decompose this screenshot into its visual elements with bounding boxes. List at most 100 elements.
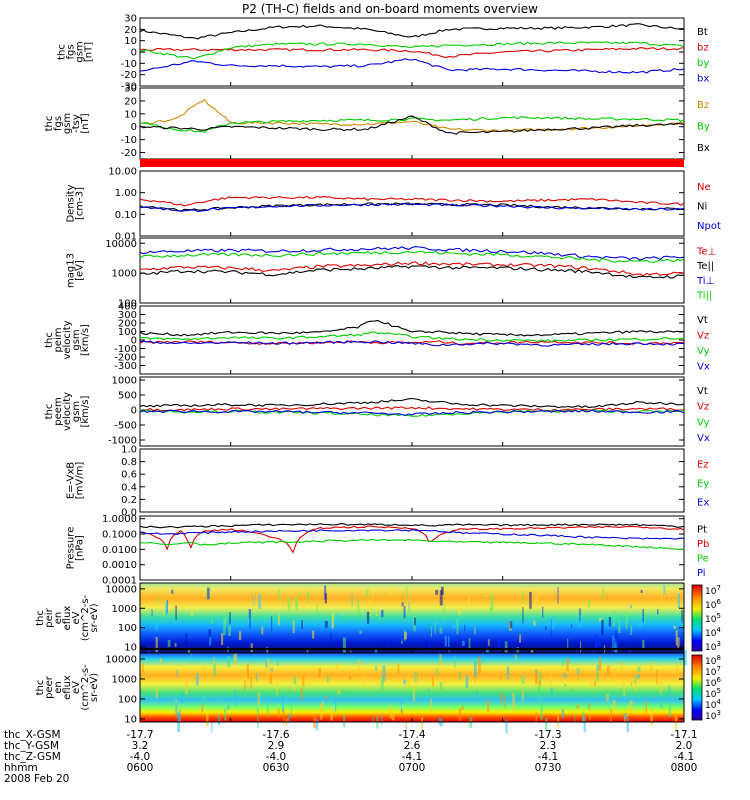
peer-spectrogram-texture	[244, 680, 246, 690]
peer-spectrogram-texture	[317, 673, 321, 678]
peir-spectrogram-texture	[228, 625, 231, 636]
peer-spectrogram-texture	[349, 675, 352, 680]
peer-spectrogram-ylabel: sr-eV)	[89, 673, 100, 702]
fgs-gsm-tsy-legend-1: By	[697, 122, 710, 133]
peir-spectrogram-texture	[430, 625, 432, 637]
temperature-ytick-label: 1000	[112, 269, 137, 280]
peir-spectrogram-texture	[498, 640, 501, 652]
fgs-gsm-tsy-series-2	[139, 115, 685, 135]
peir-spectrogram-texture	[681, 620, 683, 629]
peer-spectrogram-texture	[178, 710, 181, 722]
peir-spectrogram-texture	[474, 627, 476, 635]
peer-spectrogram-texture	[348, 690, 351, 699]
peir-spectrogram-texture	[677, 637, 680, 648]
fgs-gsm-ylabel: gsm	[75, 41, 86, 62]
fgs-gsm-ylabel: [nT]	[84, 42, 95, 62]
peir-spectrogram-texture	[357, 599, 360, 616]
peir-spectrogram-texture	[458, 604, 461, 615]
peir-spectrogram-texture	[253, 594, 255, 606]
peem-velocity-legend-2: Vy	[697, 417, 710, 428]
x-tick-0-3: -17.3	[534, 729, 561, 741]
peer-spectrogram-texture	[335, 663, 339, 669]
peer-spectrogram-texture	[589, 715, 592, 720]
peir-spectrogram-colorbar-label: 107	[705, 584, 721, 597]
peir-spectrogram-colorbar-label: 103	[705, 640, 721, 653]
peim-velocity-ylabel: gsm	[71, 329, 82, 350]
peir-spectrogram-ylabel: (cm^2-s-	[80, 594, 91, 641]
fgs-gsm-legend-1: bz	[697, 42, 709, 53]
peer-spectrogram-texture	[606, 693, 609, 702]
peer-spectrogram-texture	[563, 673, 567, 678]
peer-spectrogram-texture	[504, 695, 506, 709]
temperature-series-3	[139, 250, 685, 263]
peer-spectrogram-texture	[478, 656, 481, 674]
peer-spectrogram-texture	[576, 704, 580, 709]
peer-spectrogram-texture	[612, 699, 616, 715]
peir-spectrogram-texture	[675, 616, 677, 620]
peir-spectrogram-texture	[615, 630, 617, 647]
peir-spectrogram-texture	[487, 639, 490, 646]
pressure-series-3	[139, 529, 685, 540]
peer-spectrogram-texture	[596, 668, 599, 682]
peer-spectrogram-texture	[469, 717, 473, 729]
peer-spectrogram-texture	[545, 717, 548, 731]
peer-spectrogram-texture	[668, 704, 672, 717]
fgs-gsm-ytick-label: -10	[121, 59, 137, 70]
peir-spectrogram-texture	[287, 597, 291, 608]
peer-spectrogram-texture	[421, 717, 424, 731]
peem-velocity-ytick-label: 500	[118, 391, 137, 402]
fgs-gsm-tsy-ytick-label: 10	[124, 109, 137, 120]
peir-spectrogram-texture	[663, 585, 666, 595]
peir-spectrogram-texture	[175, 605, 177, 621]
peer-spectrogram-texture	[381, 676, 384, 690]
density-legend-2: Npot	[697, 221, 721, 232]
peir-spectrogram-texture	[576, 649, 578, 655]
panel-density: 0.01 0.10 1.00 10.00 Density[cm-3] Ne Ni Npot	[66, 167, 721, 243]
temperature-legend-2: Ti⊥	[696, 276, 714, 287]
peer-spectrogram-texture	[650, 665, 653, 670]
peer-spectrogram-texture	[276, 661, 279, 666]
fgs-gsm-ylabel: fgs	[66, 44, 77, 59]
x-tick-1-4: 2.0	[676, 740, 693, 752]
fgs-gsm-ytick-label: 0	[131, 48, 137, 59]
peer-spectrogram-texture	[635, 679, 637, 693]
peir-spectrogram-texture	[229, 627, 231, 631]
peer-spectrogram-ylabel: eflux	[62, 675, 73, 700]
peir-spectrogram-texture	[657, 609, 659, 615]
peir-spectrogram-texture	[261, 626, 264, 635]
peer-spectrogram-texture	[535, 669, 537, 676]
peer-spectrogram-texture	[177, 717, 180, 733]
x-tick-0-4: -17.1	[670, 729, 697, 741]
x-tick-2-2: -4.1	[402, 751, 423, 763]
peir-spectrogram-texture	[468, 596, 470, 607]
pressure-ytick-label: 0.0010	[102, 560, 137, 571]
efield-ytick-label: 0.8	[121, 457, 137, 468]
x-row-label-3: hhmm	[4, 762, 38, 774]
peer-spectrogram-texture	[598, 657, 602, 672]
peer-spectrogram-texture	[588, 703, 591, 712]
peer-spectrogram-texture	[326, 675, 329, 683]
peir-spectrogram-texture	[307, 591, 310, 604]
peir-spectrogram-texture	[165, 601, 168, 617]
peim-velocity-legend-1: Vz	[697, 330, 709, 341]
peer-spectrogram-texture	[290, 704, 293, 718]
pressure-ytick-label: 0.0100	[102, 545, 137, 556]
peer-spectrogram-texture	[659, 703, 663, 709]
peir-spectrogram-texture	[163, 610, 165, 617]
peir-spectrogram-texture	[167, 639, 171, 647]
peer-spectrogram-texture	[407, 672, 410, 687]
fgs-gsm-legend-0: Bt	[697, 27, 708, 38]
peem-velocity-legend-0: Vt	[697, 386, 708, 397]
peer-spectrogram-texture	[459, 672, 461, 680]
density-ytick-label: 0.01	[115, 232, 137, 243]
peer-spectrogram-texture	[596, 664, 600, 670]
peer-spectrogram-texture	[293, 676, 297, 685]
peer-spectrogram-texture	[663, 700, 666, 705]
peer-spectrogram-texture	[159, 658, 162, 663]
peir-spectrogram-texture	[630, 625, 633, 635]
peer-spectrogram-texture	[201, 704, 204, 713]
efield-ytick-label: 0.4	[121, 482, 137, 493]
peer-spectrogram-texture	[277, 708, 280, 719]
peir-spectrogram-texture	[452, 624, 456, 629]
x-tick-1-3: 2.3	[540, 740, 557, 752]
